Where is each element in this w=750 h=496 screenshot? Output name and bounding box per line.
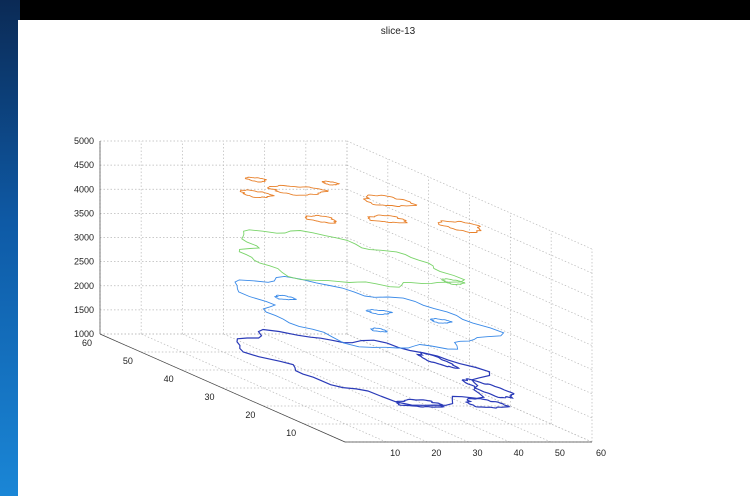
grid-line [305,333,551,443]
grid-line [141,333,387,443]
x-tick-label: 30 [473,448,483,458]
contour-level-4500 [366,214,408,224]
chart-title: slice-13 [381,26,416,37]
grid-layer [99,140,593,443]
contour-level-4500 [266,184,330,196]
contour-level-1500 [415,351,461,369]
x-tick-label: 10 [390,448,400,458]
decorative-side-band [0,0,20,496]
z-tick-label: 2000 [74,281,94,291]
grid-line [346,285,593,395]
grid-line [346,140,593,250]
y-tick-label: 10 [286,428,296,438]
ticks-layer: 1000 1500 2000 2500 3000 3500 4000 4500 5000 10 20… [74,136,606,458]
z-tick-label: 4500 [74,160,94,170]
y-tick-label: 60 [82,338,92,348]
contour-level-1500 [394,398,446,408]
contour-level-4500 [437,220,482,233]
z-tick-label: 1500 [74,305,94,315]
grid-line [346,188,593,298]
contour-level-4500 [304,214,338,224]
grid-line [346,237,593,346]
contour-level-4500 [244,176,268,183]
contour-level-4500 [363,194,418,207]
x-tick-label: 60 [596,448,606,458]
contour-layer [234,176,515,409]
contour-level-2500 [273,294,297,301]
contour-level-2500 [365,309,394,315]
contour-level-4500 [239,189,276,198]
contour-level-1500 [461,378,515,399]
contour-level-1500 [464,397,511,409]
contour-level-3500 [441,278,466,285]
x-tick-label: 20 [431,448,441,458]
z-tick-label: 5000 [74,136,94,146]
x-tick-label: 50 [555,448,565,458]
grid-line [346,309,593,419]
grid-line [346,213,593,322]
contour-level-2500 [369,327,389,333]
y-tick-label: 50 [123,356,133,366]
contour-level-1500 [236,328,491,406]
contour-level-3500 [238,229,466,288]
z-tick-label: 2500 [74,257,94,267]
figure-panel: slice-13 1000 1500 2000 2500 3000 3500 4000 450… [18,20,750,496]
grid-line [346,333,593,443]
grid-line [346,261,593,370]
z-tick-label: 3500 [74,208,94,218]
contour-3d-plot: slice-13 1000 1500 2000 2500 3000 3500 4000 450… [74,26,606,458]
contour-level-2500 [234,275,505,350]
contour-level-2500 [429,318,453,324]
x-tick-label: 40 [514,448,524,458]
y-tick-label: 20 [245,410,255,420]
y-axis-line [99,333,346,443]
grid-line [182,333,428,443]
z-tick-label: 4000 [74,184,94,194]
y-tick-label: 40 [164,374,174,384]
y-tick-label: 30 [204,392,214,402]
z-tick-label: 3000 [74,233,94,243]
contour-level-4500 [321,180,341,186]
grid-line [346,164,593,274]
z-tick-label: 1000 [74,329,94,339]
